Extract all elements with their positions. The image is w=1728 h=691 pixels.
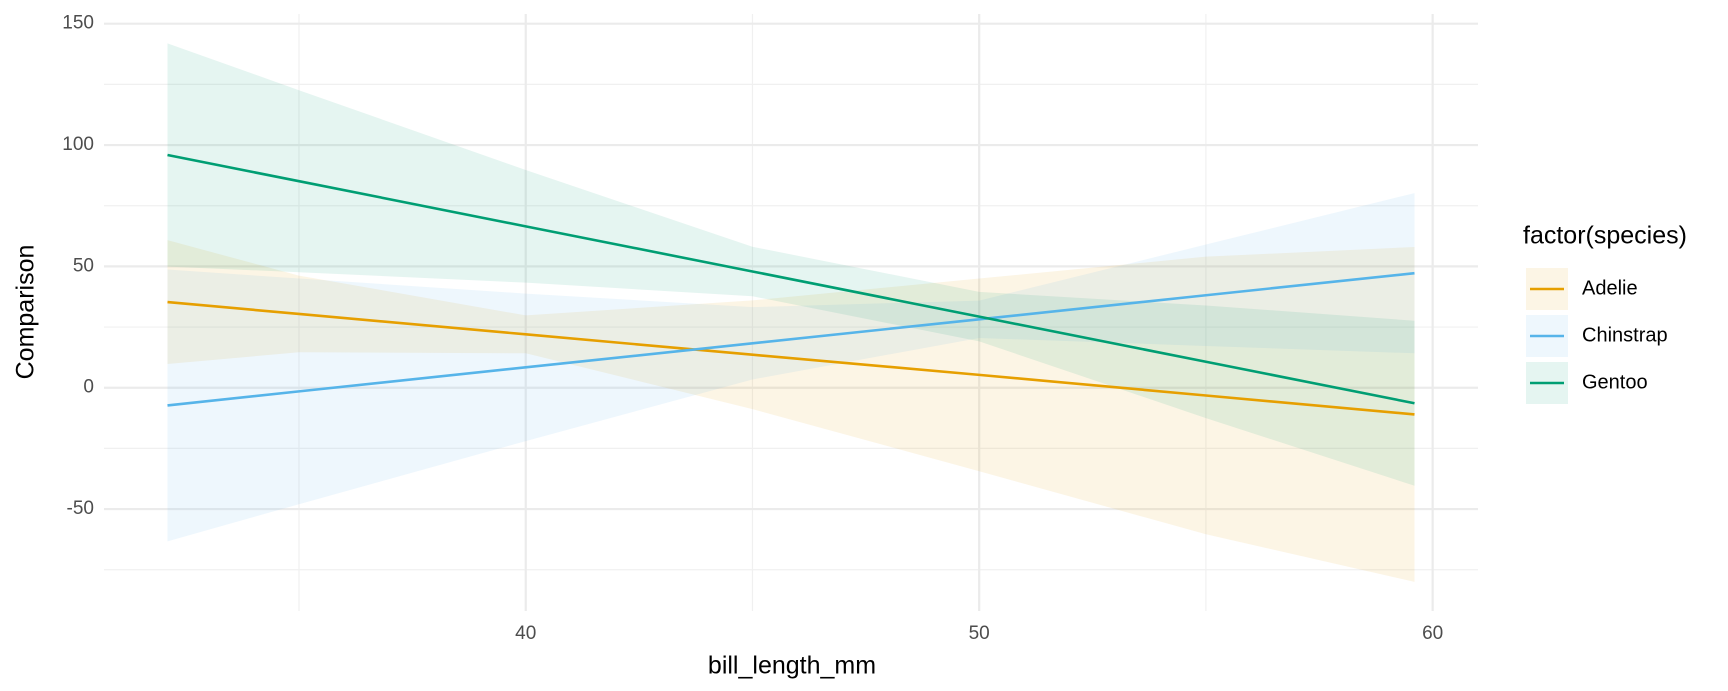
y-tick-label: 0 — [83, 377, 94, 398]
legend-title: factor(species) — [1523, 222, 1687, 250]
x-axis-title: bill_length_mm — [708, 652, 876, 680]
legend-label: Adelie — [1582, 277, 1638, 299]
line — [167, 271, 1415, 407]
legend-label: Gentoo — [1582, 371, 1648, 393]
legend-label: Chinstrap — [1582, 324, 1668, 346]
x-tick-label: 60 — [1422, 623, 1443, 644]
y-axis-title: Comparison — [12, 245, 40, 380]
line — [167, 300, 1415, 416]
x-tick-label: 40 — [515, 623, 536, 644]
y-tick-label: 100 — [62, 134, 94, 155]
y-tick-label: 50 — [73, 255, 94, 276]
confidence-ribbon — [167, 240, 1415, 582]
confidence-ribbon — [167, 193, 1415, 542]
y-tick-label: 150 — [62, 13, 94, 34]
line — [167, 153, 1415, 405]
y-tick-label: -50 — [67, 498, 94, 519]
x-tick-label: 50 — [969, 623, 990, 644]
confidence-ribbon — [167, 43, 1415, 486]
